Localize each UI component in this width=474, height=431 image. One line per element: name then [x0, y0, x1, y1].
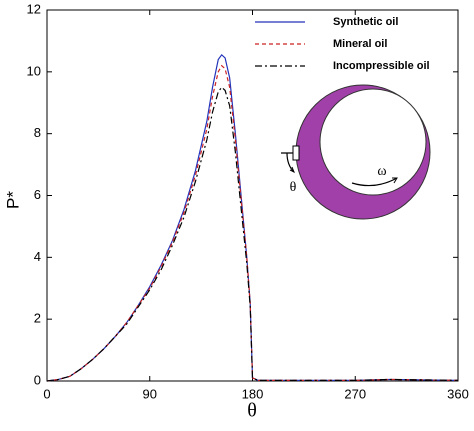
theta-arrowhead	[289, 166, 295, 174]
y-tick-label: 10	[27, 63, 41, 78]
omega-arrowhead	[392, 177, 398, 184]
y-tick-label: 0	[34, 372, 41, 387]
legend-label: Synthetic oil	[333, 16, 398, 28]
y-tick-label: 12	[27, 1, 41, 16]
y-tick-label: 8	[34, 125, 41, 140]
x-tick-label: 360	[447, 386, 469, 401]
legend-label: Mineral oil	[333, 38, 387, 50]
omega-label: ω	[377, 164, 386, 179]
legend-label: Incompressible oil	[333, 60, 430, 72]
sensor	[292, 145, 300, 161]
x-axis-label: θ	[247, 400, 257, 422]
theta-arrow	[281, 152, 295, 173]
x-tick-label: 0	[43, 386, 50, 401]
y-tick-label: 4	[34, 249, 41, 264]
x-tick-label: 180	[242, 386, 264, 401]
y-tick-label: 2	[34, 311, 41, 326]
x-tick-label: 270	[344, 386, 366, 401]
journal	[319, 88, 427, 196]
y-axis-label: P*	[3, 191, 22, 209]
y-tick-label: 6	[34, 187, 41, 202]
omega-arrow	[351, 177, 398, 187]
bearing-diagram: θ ω	[281, 84, 431, 220]
theta-label: θ	[290, 180, 297, 195]
x-tick-label: 90	[143, 386, 157, 401]
series-line	[46, 86, 459, 382]
